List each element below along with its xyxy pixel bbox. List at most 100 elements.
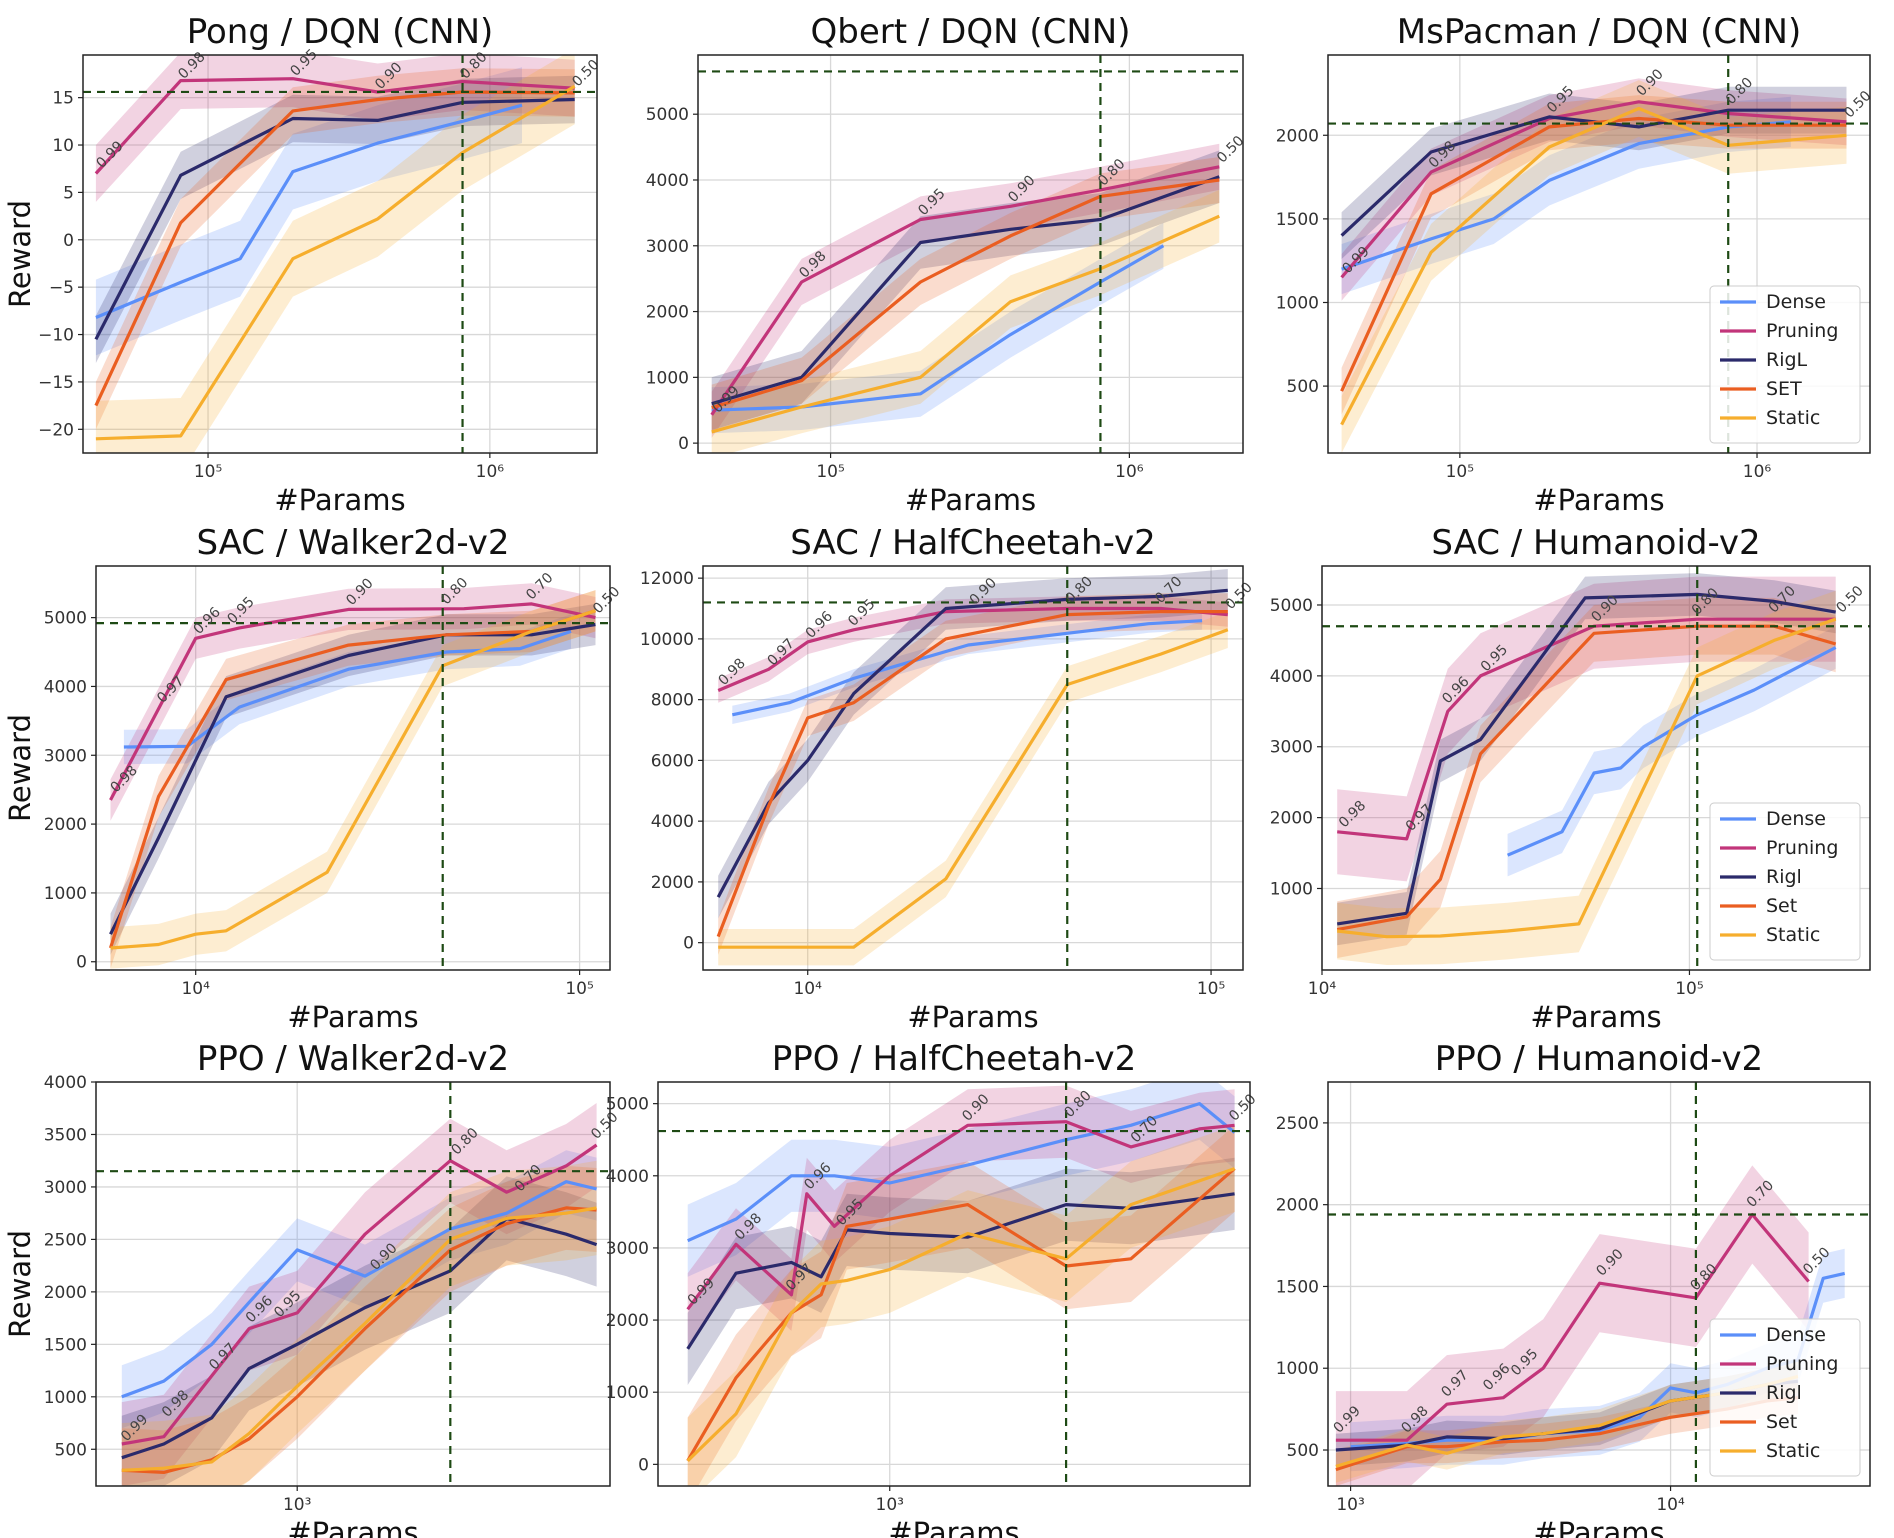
- legend-label: Dense: [1766, 291, 1826, 313]
- legend-label: RigL: [1766, 349, 1808, 371]
- y-tick-label: 15: [52, 89, 74, 109]
- x-axis-label: #Params: [1533, 1516, 1664, 1538]
- legend-label: Pruning: [1766, 837, 1838, 859]
- y-tick-label: 5: [63, 183, 74, 203]
- band-pruning: [121, 1103, 597, 1486]
- plot-area: [108, 583, 596, 969]
- band-dense: [711, 222, 1164, 434]
- plot-frame: [1327, 54, 1871, 454]
- line-pruning: [121, 1143, 598, 1446]
- line-pruning: [1335, 1212, 1810, 1442]
- line-static: [711, 214, 1220, 434]
- line-pruning: [1337, 617, 1836, 841]
- band-rigl: [95, 75, 575, 364]
- line-rigl: [716, 588, 1228, 898]
- plot-area: [121, 1103, 598, 1486]
- y-tick-label: 1000: [44, 884, 87, 904]
- band-static: [711, 189, 1220, 453]
- line-dense: [95, 103, 523, 319]
- band-pruning: [110, 583, 596, 821]
- band-set: [1341, 95, 1847, 415]
- x-tick-label: 10⁵: [565, 979, 593, 999]
- plot-area: [716, 569, 1229, 966]
- line-rigl: [109, 622, 596, 935]
- y-tick-label: 0: [76, 953, 87, 973]
- legend-label: Pruning: [1766, 320, 1838, 342]
- y-tick-label: 2500: [44, 1230, 87, 1250]
- y-tick-label: 4000: [606, 1167, 649, 1187]
- chart-title: PPO / Humanoid-v2: [1435, 1039, 1763, 1079]
- band-pruning: [718, 596, 1228, 703]
- x-tick-label: 10⁴: [181, 979, 210, 999]
- chart-title: Qbert / DQN (CNN): [811, 12, 1131, 52]
- x-axis-label: #Params: [905, 483, 1036, 517]
- y-tick-label: 1000: [44, 1388, 87, 1408]
- x-axis-label: #Params: [888, 1516, 1019, 1538]
- band-static: [687, 1125, 1235, 1486]
- y-tick-label: 1500: [44, 1335, 87, 1355]
- legend-box: [1709, 1318, 1861, 1477]
- x-tick-label: 10⁴: [1308, 979, 1337, 999]
- y-tick-label: 12000: [640, 569, 694, 589]
- y-tick-label: 1000: [1276, 1359, 1319, 1379]
- y-tick-label: 2000: [651, 873, 694, 893]
- y-tick-label: 5000: [606, 1095, 649, 1115]
- plot-frame: [1321, 565, 1871, 971]
- chart-title: SAC / Walker2d-v2: [196, 523, 509, 563]
- band-pruning: [1341, 78, 1847, 301]
- legend-label: Set: [1766, 1411, 1797, 1433]
- x-axis-label: #Params: [1530, 1000, 1661, 1034]
- line-rigl: [1336, 592, 1836, 926]
- band-dense: [732, 611, 1203, 724]
- x-axis-label: #Params: [907, 1000, 1038, 1034]
- line-rigl: [121, 1216, 598, 1460]
- line-static: [121, 1206, 597, 1472]
- band-pruning: [687, 1085, 1235, 1346]
- band-dense: [95, 67, 523, 356]
- y-tick-label: 3000: [44, 746, 87, 766]
- panel-qbert-dqn-cnn: 0.990.980.95 0.90 0.800.500100020003000400…: [646, 12, 1248, 517]
- plot-frame: [657, 1081, 1251, 1487]
- x-tick-label: 10⁵: [1446, 462, 1474, 482]
- y-tick-label: 2000: [1276, 126, 1319, 146]
- y-tick-label: 4000: [44, 1073, 87, 1093]
- band-rigl: [121, 1176, 597, 1486]
- line-pruning: [710, 165, 1220, 416]
- y-tick-label: 1000: [1270, 879, 1313, 899]
- x-tick-label: 10³: [1336, 1495, 1364, 1515]
- y-tick-label: 500: [1287, 1441, 1319, 1461]
- y-tick-label: 4000: [646, 171, 689, 191]
- legend-label: Rigl: [1766, 866, 1802, 888]
- y-tick-label: 5000: [44, 609, 87, 629]
- line-dense: [121, 1180, 597, 1399]
- chart-title: Pong / DQN (CNN): [187, 12, 494, 52]
- y-axis-label: Reward: [3, 1230, 37, 1338]
- y-tick-label: 2000: [44, 815, 87, 835]
- y-tick-label: 4000: [651, 812, 694, 832]
- legend-box: [1709, 285, 1861, 444]
- legend: Dense Pruning Rigl Set Static: [1709, 1318, 1861, 1477]
- plot-area: [1340, 78, 1847, 453]
- y-tick-label: 1500: [1276, 1277, 1319, 1297]
- y-tick-label: 0: [683, 934, 694, 954]
- y-tick-label: 8000: [651, 691, 694, 711]
- line-pruning: [109, 602, 596, 801]
- y-tick-label: 1000: [606, 1383, 649, 1403]
- y-tick-label: −20: [38, 420, 74, 440]
- chart-title: SAC / HalfCheetah-v2: [790, 523, 1155, 563]
- y-tick-label: −5: [49, 278, 74, 298]
- plot-area: [1336, 573, 1837, 965]
- plot-frame: [1327, 1081, 1871, 1487]
- y-tick-label: 5000: [646, 105, 689, 125]
- y-tick-label: 3000: [646, 237, 689, 257]
- x-tick-label: 10⁶: [476, 462, 505, 482]
- sparsity-label: 0.50: [590, 584, 623, 617]
- chart-title: SAC / Humanoid-v2: [1431, 523, 1760, 563]
- y-tick-label: −10: [38, 326, 74, 346]
- chart-title: MsPacman / DQN (CNN): [1397, 12, 1801, 52]
- line-dense: [1506, 646, 1837, 857]
- y-tick-label: 3000: [606, 1239, 649, 1259]
- x-tick-label: 10⁵: [1197, 979, 1225, 999]
- y-tick-label: −15: [38, 373, 74, 393]
